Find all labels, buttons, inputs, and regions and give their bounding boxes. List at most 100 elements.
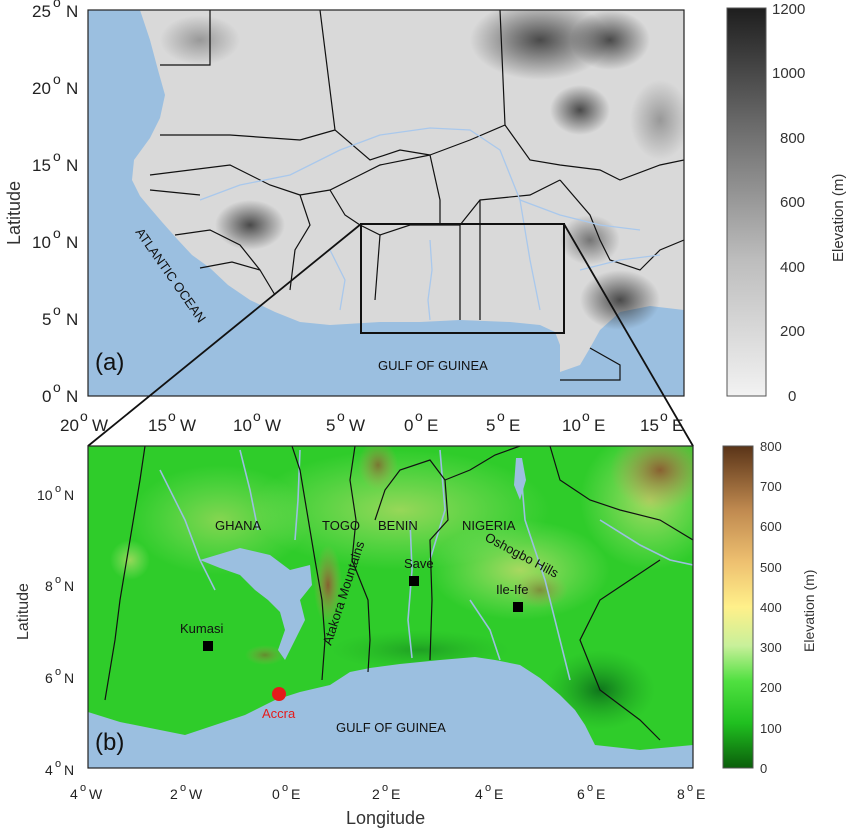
y-tick: 25 o N: [32, 0, 78, 21]
panel-b-borders: [104, 446, 693, 741]
svg-text:o: o: [415, 408, 423, 424]
panel-a-rivers: [199, 127, 661, 321]
svg-text:E: E: [672, 416, 683, 435]
svg-text:o: o: [587, 782, 593, 794]
y-tick: 15 o N: [32, 148, 78, 175]
svg-text:N: N: [66, 387, 78, 406]
colorbar-tick: 600: [780, 194, 805, 211]
svg-text:5: 5: [486, 416, 495, 435]
svg-text:0: 0: [404, 416, 413, 435]
svg-text:10: 10: [32, 233, 51, 252]
x-tick: 10 o E: [562, 408, 605, 435]
panel-b-relief: [610, 446, 693, 510]
y-tick: 20 o N: [32, 71, 78, 98]
city-label-accra: Accra: [262, 706, 296, 721]
country-label-ghana: GHANA: [215, 518, 262, 533]
svg-text:4: 4: [45, 762, 53, 778]
panel-b-y-axis-label: Latitude: [15, 583, 32, 640]
svg-text:E: E: [594, 416, 605, 435]
svg-text:5: 5: [42, 310, 51, 329]
svg-text:N: N: [66, 79, 78, 98]
lake-volta: [200, 548, 312, 660]
svg-text:N: N: [66, 233, 78, 252]
svg-text:o: o: [168, 408, 176, 424]
svg-text:N: N: [66, 310, 78, 329]
svg-text:o: o: [497, 408, 505, 424]
svg-text:o: o: [53, 0, 61, 10]
svg-text:2: 2: [170, 786, 178, 802]
colorbar-tick: 600: [760, 519, 782, 534]
y-tick: 6 o N: [45, 666, 74, 686]
colorbar-tick: 0: [760, 761, 767, 776]
colorbar-tick: 1200: [772, 1, 805, 18]
panel-b-relief: [245, 645, 285, 665]
x-tick: 20 o W: [60, 408, 108, 435]
svg-text:o: o: [382, 782, 388, 794]
country-label-benin: BENIN: [378, 518, 418, 533]
panel-b-label: (b): [95, 729, 124, 756]
panel-a-relief: [570, 10, 650, 70]
svg-text:N: N: [66, 156, 78, 175]
y-tick: 0 o N: [42, 379, 78, 406]
panel-a-map: (a) ATLANTIC OCEAN GULF OF GUINEA Latitu…: [4, 0, 847, 435]
panel-a-frame: [87, 9, 685, 397]
svg-text:o: o: [253, 408, 261, 424]
x-tick: 4 o E: [475, 782, 503, 802]
svg-text:10: 10: [37, 487, 53, 503]
country-label-togo: TOGO: [322, 518, 360, 533]
city-marker-accra: [272, 687, 286, 701]
svg-text:2: 2: [372, 786, 380, 802]
svg-text:4: 4: [475, 786, 483, 802]
x-tick: 8 o E: [677, 782, 705, 802]
panel-b-relief: [512, 572, 568, 608]
inset-box: [360, 223, 565, 334]
panel-a-relief: [215, 200, 285, 250]
svg-text:o: o: [485, 782, 491, 794]
svg-text:o: o: [55, 758, 61, 770]
colorbar-tick: 200: [760, 680, 782, 695]
svg-text:10: 10: [562, 416, 581, 435]
svg-text:o: o: [53, 379, 61, 395]
svg-text:25: 25: [32, 2, 51, 21]
zoom-line-left: [87, 223, 362, 447]
colorbar-label: Elevation (m): [801, 570, 817, 652]
x-tick: 2 o W: [170, 782, 203, 802]
x-tick: 0 o E: [404, 408, 438, 435]
y-tick: 4 o N: [45, 758, 74, 778]
svg-text:o: o: [55, 574, 61, 586]
x-tick: 5 o E: [486, 408, 520, 435]
panel-a-relief: [160, 15, 240, 65]
colorbar-gradient: [722, 445, 754, 769]
kainji-lake: [514, 458, 526, 500]
x-tick: 4 o W: [70, 782, 103, 802]
panel-a-relief: [630, 80, 684, 160]
svg-text:E: E: [509, 416, 520, 435]
svg-text:o: o: [80, 408, 88, 424]
colorbar-tick: 500: [760, 560, 782, 575]
svg-text:o: o: [53, 302, 61, 318]
y-tick: 10 o N: [37, 483, 74, 503]
panel-a-x-ticks: 20 o W 15 o W 10 o W 5 o W 0 o E: [60, 408, 683, 435]
colorbar-tick: 300: [760, 640, 782, 655]
x-tick: 6 o E: [577, 782, 605, 802]
svg-text:o: o: [687, 782, 693, 794]
panel-b-ocean: [88, 657, 693, 768]
panel-a-relief: [550, 85, 610, 135]
svg-text:6: 6: [45, 670, 53, 686]
station-label-save: Save: [404, 556, 434, 571]
station-marker: [513, 602, 523, 612]
y-tick: 8 o N: [45, 574, 74, 594]
svg-text:15: 15: [148, 416, 167, 435]
zoom-line-right: [563, 223, 694, 447]
svg-text:o: o: [55, 483, 61, 495]
svg-text:o: o: [337, 408, 345, 424]
panel-b-relief: [358, 446, 398, 490]
panel-a-relief: [560, 215, 620, 265]
svg-text:W: W: [89, 786, 103, 802]
station-marker: [203, 641, 213, 651]
svg-text:W: W: [189, 786, 203, 802]
svg-text:N: N: [64, 762, 74, 778]
svg-text:6: 6: [577, 786, 585, 802]
svg-text:N: N: [64, 487, 74, 503]
